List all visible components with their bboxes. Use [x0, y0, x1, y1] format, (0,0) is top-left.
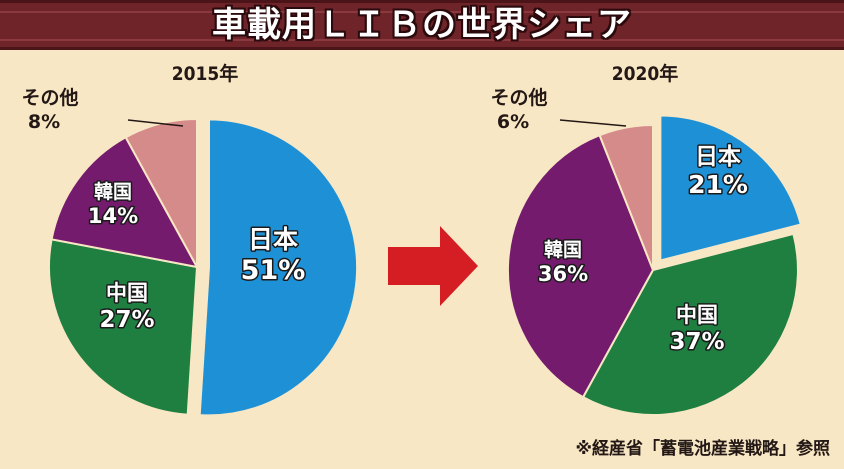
pie-slice-中国 [581, 232, 799, 417]
slice-value-label: 14% [88, 204, 138, 228]
pie-slice-韓国 [50, 135, 199, 269]
slice-label: 韓国 [94, 180, 132, 203]
chart-year-title: 2020年 [612, 62, 679, 85]
title-stripe [0, 11, 844, 13]
slice-value-label: 51% [241, 255, 306, 286]
leader-line [127, 119, 184, 127]
pie-slice-中国 [48, 238, 199, 416]
pie-slice-韓国 [507, 133, 655, 399]
leader-line [559, 119, 627, 127]
slice-label: 日本 [695, 144, 741, 170]
slice-label: 韓国 [544, 238, 582, 261]
pie-slice-その他 [598, 123, 654, 271]
right-arrow-icon [388, 226, 478, 306]
slice-label: 中国 [106, 281, 148, 305]
slice-value-label: 8% [28, 111, 60, 133]
page-title: 車載用ＬＩＢの世界シェア [212, 5, 632, 45]
slice-value-label: 27% [99, 307, 154, 333]
pie-slice-日本 [198, 118, 359, 417]
source-note: ※経産省「蓄電池産業戦略」参照 [575, 439, 830, 459]
pie-slice-日本 [659, 114, 803, 262]
slice-label: 中国 [676, 303, 718, 327]
slice-value-label: 37% [669, 329, 724, 355]
slice-label: その他 [21, 86, 78, 109]
title-stripe [0, 39, 844, 41]
slice-value-label: 6% [497, 111, 529, 133]
slice-label: 日本 [248, 225, 298, 254]
title-bar: 車載用ＬＩＢの世界シェア [0, 0, 844, 50]
chart-year-title: 2015年 [172, 62, 239, 85]
slice-value-label: 21% [688, 170, 748, 199]
slice-label: その他 [490, 86, 547, 109]
slice-value-label: 36% [538, 262, 588, 286]
